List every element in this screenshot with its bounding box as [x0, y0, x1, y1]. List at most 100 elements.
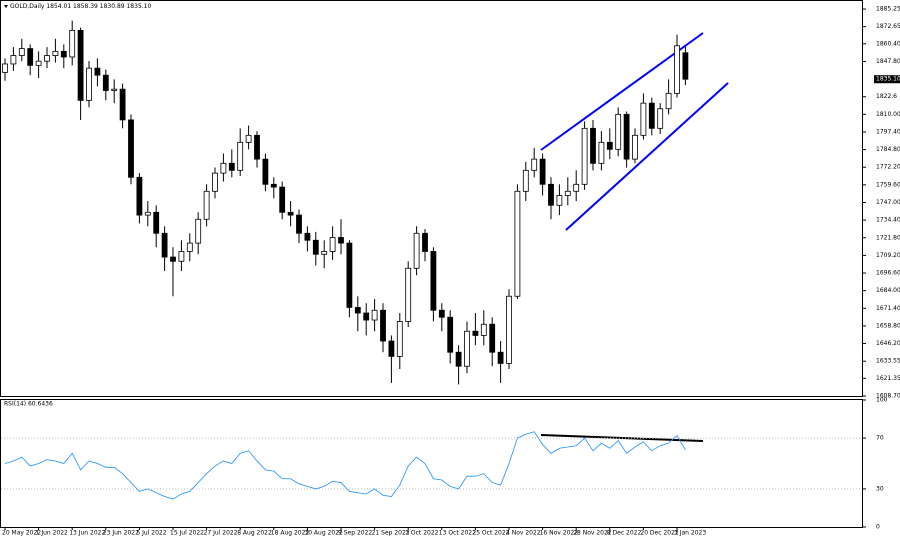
- rsi-panel: [0, 399, 863, 528]
- candle-body: [674, 45, 680, 94]
- candle-body: [497, 351, 504, 364]
- candle-body: [304, 232, 311, 241]
- candle-body: [556, 195, 563, 206]
- candle-body: [35, 60, 42, 66]
- x-tick-label: 8 Aug 2022: [237, 530, 272, 537]
- candle-body: [598, 141, 605, 164]
- y-tick-label: 1608.70: [876, 393, 900, 400]
- y-tick-label: 1633.55: [876, 358, 900, 365]
- x-tick-label: 27 Jul 2022: [204, 530, 238, 537]
- candle-body: [648, 102, 655, 129]
- x-tick-label: 20 May 2022: [2, 530, 41, 537]
- candle-body: [522, 169, 529, 192]
- candle-body: [480, 323, 487, 336]
- candle-body: [539, 158, 546, 185]
- y-tick-label: 1822.6: [876, 93, 897, 100]
- candle-body: [312, 239, 319, 255]
- candle-body: [203, 190, 210, 220]
- candle-body: [128, 119, 134, 178]
- candle-body: [388, 340, 395, 357]
- candle-body: [665, 92, 672, 110]
- candle-body: [405, 267, 412, 322]
- x-tick-label: 15 Jul 2022: [170, 530, 204, 537]
- candle-body: [380, 309, 386, 342]
- candle-body: [615, 113, 622, 150]
- y-tick-label: 1797.40: [876, 128, 900, 135]
- candle-body: [321, 251, 328, 255]
- rsi-tick-label: 0: [876, 524, 880, 531]
- y-tick-label: 1671.40: [876, 305, 900, 312]
- candle-body: [590, 127, 596, 164]
- candle-body: [531, 158, 538, 171]
- x-tick-label: 23 Jun 2022: [103, 530, 139, 537]
- x-tick-label: 13 Oct 2022: [439, 530, 476, 537]
- candle-body: [237, 141, 244, 171]
- candle-body: [371, 309, 378, 321]
- x-tick-label: 1 Jun 2022: [36, 530, 68, 537]
- y-tick-label: 1860.40: [876, 40, 900, 47]
- candle-body: [430, 251, 437, 311]
- candle-body: [396, 321, 403, 357]
- candle-body: [581, 127, 588, 185]
- candle-body: [489, 323, 496, 353]
- candle-body: [94, 67, 101, 76]
- candle-body: [161, 232, 168, 258]
- y-tick-label: 1721.80: [876, 234, 900, 241]
- x-tick-label: 20 Dec 2022: [640, 530, 679, 537]
- candle-body: [186, 242, 193, 252]
- menu-icon: [4, 5, 8, 8]
- x-tick-label: 13 Jun 2022: [69, 530, 105, 537]
- candle-body: [195, 218, 202, 244]
- candle-body: [245, 134, 252, 143]
- x-tick-label: 25 Oct 2022: [472, 530, 509, 537]
- price-panel: [0, 0, 863, 397]
- y-tick-label: 1658.80: [876, 322, 900, 329]
- x-tick-label: 18 Aug 2022: [271, 530, 310, 537]
- candle-body: [632, 134, 638, 160]
- candle-body: [623, 113, 630, 160]
- y-tick-label: 1621.35: [876, 375, 900, 382]
- y-tick-label: 1684.00: [876, 287, 900, 294]
- y-tick-label: 1847.80: [876, 58, 900, 65]
- x-tick-label: 3 Jan 2023: [674, 530, 706, 537]
- rsi-tick-label: 70: [876, 435, 884, 442]
- y-tick-label: 1747.00: [876, 199, 900, 206]
- rsi-line: [4, 431, 686, 500]
- x-tick-label: 9 Sep 2022: [338, 530, 372, 537]
- y-tick-label: 1885.25: [876, 6, 900, 13]
- y-tick-label: 1646.20: [876, 340, 900, 347]
- candle-body: [447, 316, 454, 353]
- candle-body: [279, 186, 286, 213]
- candle-body: [60, 50, 67, 58]
- candle-body: [136, 176, 143, 216]
- candle-body: [270, 183, 277, 188]
- y-tick-label: 1709.20: [876, 252, 900, 259]
- candle-body: [220, 162, 227, 174]
- candle-body: [338, 237, 344, 244]
- candle-body: [573, 183, 580, 192]
- candle-body: [346, 242, 353, 308]
- candle-body: [254, 134, 260, 160]
- price-box: [874, 75, 900, 84]
- candle-body: [262, 158, 269, 185]
- rsi-tick-label: 30: [876, 485, 884, 492]
- candle-body: [506, 295, 512, 364]
- x-tick-label: 16 Nov 2022: [540, 530, 579, 537]
- candle-body: [548, 183, 554, 206]
- candle-body: [228, 162, 235, 171]
- candle-body: [212, 172, 218, 192]
- x-tick-label: 28 Nov 2022: [573, 530, 612, 537]
- candle-body: [422, 232, 428, 252]
- header: GOLD,Daily 1854.01 1858.39 1830.89 1835.…: [10, 3, 151, 10]
- candle-body: [682, 52, 689, 80]
- x-tick-label: 21 Sep 2022: [372, 530, 410, 537]
- candle-body: [606, 141, 613, 150]
- y-tick-label: 1734.40: [876, 217, 900, 224]
- candle-body: [119, 88, 126, 121]
- candle-body: [44, 55, 50, 62]
- price-label: 1835.10: [876, 76, 900, 83]
- candle-body: [455, 351, 462, 367]
- candle-body: [438, 309, 445, 318]
- candle-body: [178, 251, 185, 262]
